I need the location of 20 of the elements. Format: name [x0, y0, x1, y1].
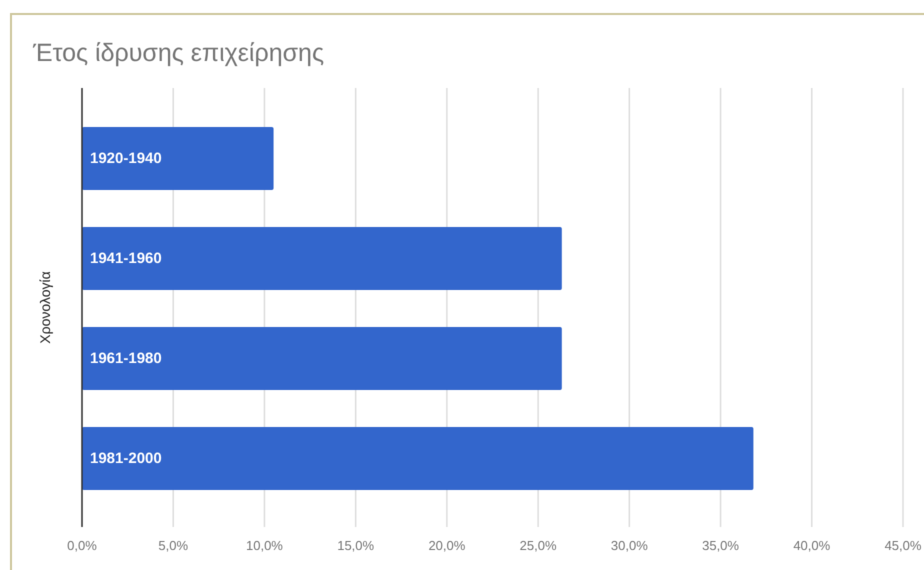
y-tick-label: 1981-2000 [90, 450, 162, 467]
x-tick-label: 5,0% [158, 538, 188, 554]
x-tick-label: 35,0% [702, 538, 740, 554]
x-tick-label: 20,0% [428, 538, 466, 554]
bar [82, 327, 562, 390]
y-tick-label: 1941-1960 [90, 250, 162, 267]
y-tick-label: 1920-1940 [90, 150, 162, 167]
x-tick-label: 40,0% [793, 538, 831, 554]
x-tick-label: 45,0% [884, 538, 922, 554]
x-tick-label: 10,0% [246, 538, 284, 554]
y-axis-title: Χρονολογία [37, 271, 53, 344]
x-tick-label: 0,0% [67, 538, 98, 554]
x-tick-label: 25,0% [520, 538, 557, 554]
x-tick-label: 30,0% [610, 538, 648, 554]
bar [82, 427, 754, 490]
chart-title: Έτος ίδρυσης επιχείρησης [33, 38, 324, 69]
x-tick-label: 15,0% [337, 538, 375, 554]
bar [82, 227, 562, 290]
y-tick-label: 1961-1980 [90, 350, 162, 367]
bar [82, 127, 274, 190]
